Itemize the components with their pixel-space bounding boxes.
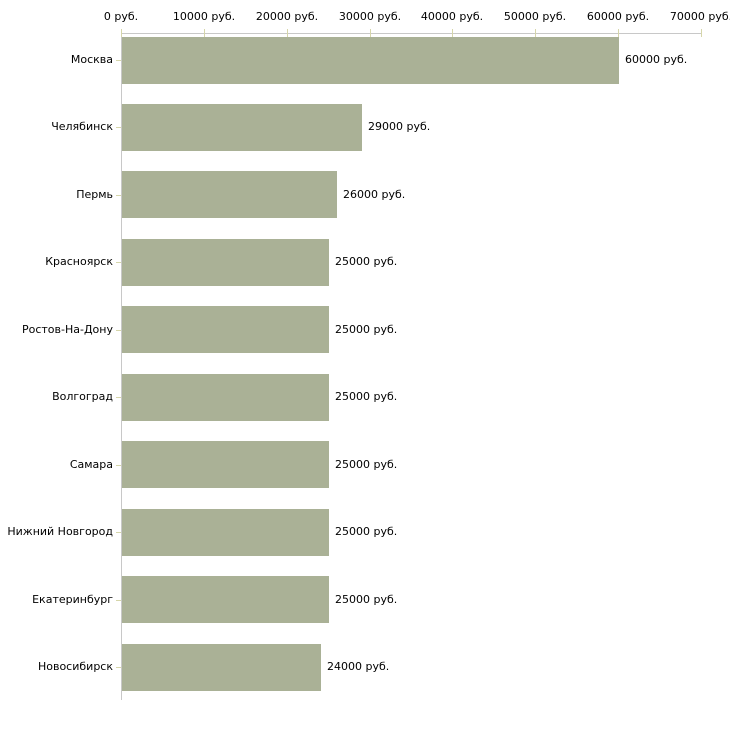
category-tick — [116, 127, 121, 128]
bar — [122, 171, 337, 218]
value-label: 60000 руб. — [625, 53, 688, 66]
bar — [122, 576, 329, 623]
category-tick — [116, 262, 121, 263]
bar — [122, 509, 329, 556]
bar — [122, 239, 329, 286]
category-label: Челябинск — [51, 120, 113, 133]
x-axis-tick — [701, 29, 702, 37]
category-tick — [116, 667, 121, 668]
bar — [122, 374, 329, 421]
x-axis-line — [121, 33, 702, 34]
category-label: Самара — [69, 458, 113, 471]
value-label: 24000 руб. — [327, 660, 390, 673]
x-axis-tick — [287, 29, 288, 37]
bar — [122, 104, 362, 151]
x-axis-tick-label: 70000 руб. — [669, 10, 730, 23]
value-label: 25000 руб. — [335, 323, 398, 336]
category-label: Ростов-На-Дону — [21, 323, 113, 336]
x-axis-tick-label: 50000 руб. — [503, 10, 567, 23]
value-label: 25000 руб. — [335, 525, 398, 538]
category-label: Новосибирск — [37, 660, 113, 673]
x-axis-tick-label: 10000 руб. — [172, 10, 236, 23]
category-tick — [116, 195, 121, 196]
bar — [122, 306, 329, 353]
y-axis-line — [121, 33, 122, 700]
value-label: 26000 руб. — [343, 188, 406, 201]
category-label: Нижний Новгород — [7, 525, 113, 538]
x-axis-tick — [121, 29, 122, 37]
value-label: 25000 руб. — [335, 458, 398, 471]
value-label: 25000 руб. — [335, 390, 398, 403]
x-axis-tick-label: 60000 руб. — [586, 10, 650, 23]
category-tick — [116, 330, 121, 331]
category-tick — [116, 60, 121, 61]
category-tick — [116, 532, 121, 533]
x-axis-tick — [452, 29, 453, 37]
x-axis-tick-label: 20000 руб. — [255, 10, 319, 23]
x-axis-tick — [535, 29, 536, 37]
category-label: Москва — [70, 53, 113, 66]
category-label: Волгоград — [52, 390, 113, 403]
value-label: 25000 руб. — [335, 255, 398, 268]
category-tick — [116, 397, 121, 398]
category-label: Красноярск — [45, 255, 113, 268]
bar — [122, 644, 321, 691]
x-axis-tick — [370, 29, 371, 37]
bar — [122, 37, 619, 84]
category-tick — [116, 600, 121, 601]
category-tick — [116, 465, 121, 466]
x-axis-tick-label: 30000 руб. — [338, 10, 402, 23]
category-label: Пермь — [76, 188, 113, 201]
bar — [122, 441, 329, 488]
value-label: 25000 руб. — [335, 593, 398, 606]
x-axis-tick-label: 0 руб. — [103, 10, 139, 23]
value-label: 29000 руб. — [368, 120, 431, 133]
x-axis-tick — [204, 29, 205, 37]
x-axis-tick-label: 40000 руб. — [420, 10, 484, 23]
category-label: Екатеринбург — [32, 593, 113, 606]
x-axis-tick — [618, 29, 619, 37]
